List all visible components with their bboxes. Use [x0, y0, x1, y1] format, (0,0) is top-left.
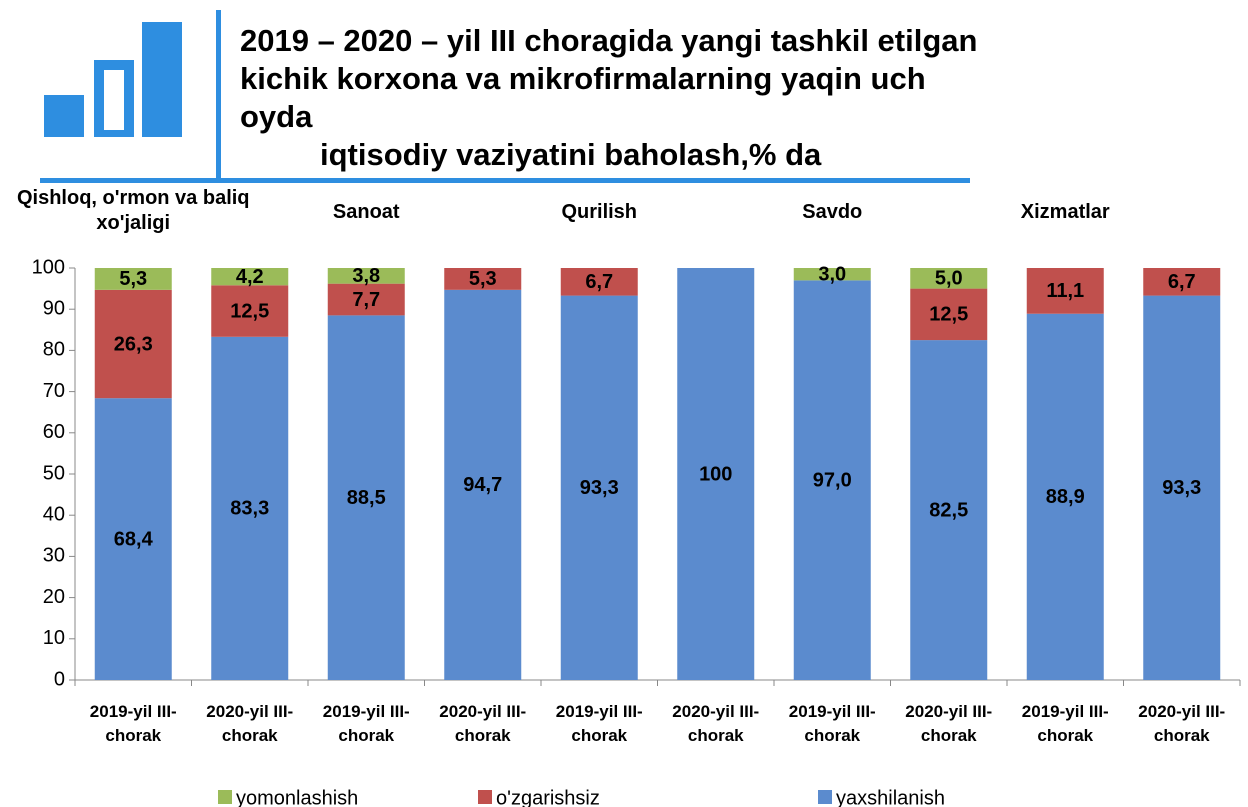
legend-swatch [478, 790, 492, 804]
data-label: 12,5 [230, 300, 269, 322]
y-tick-label: 100 [32, 256, 65, 278]
y-tick-label: 90 [43, 297, 65, 319]
group-label: Qishloq, o'rmon va baliq xo'jaligi [16, 187, 250, 234]
x-tick-label: 2019-yil III-chorak [89, 702, 177, 745]
group-label: Xizmatlar [1020, 201, 1110, 223]
data-label: 5,3 [119, 268, 147, 290]
bar-segment [1026, 268, 1104, 314]
x-tick-label: 2020-yil III-chorak [439, 702, 527, 745]
y-tick-label: 60 [43, 421, 65, 443]
bar-segment [1143, 295, 1221, 680]
data-label: 6,7 [1168, 271, 1196, 293]
y-tick-label: 50 [43, 462, 65, 484]
data-label: 11,1 [1046, 280, 1084, 302]
x-tick-label: 2020-yil III-chorak [206, 702, 294, 745]
x-tick-label: 2019-yil III-chorak [322, 702, 410, 745]
legend-label: yomonlashish [236, 787, 358, 807]
bar-segment [444, 289, 522, 680]
data-label: 7,7 [352, 289, 380, 311]
data-label: 100 [699, 463, 732, 485]
group-label: Sanoat [332, 201, 400, 223]
bar-segment [677, 268, 755, 680]
bar-segment [1026, 313, 1104, 680]
x-tick-label: 2019-yil III-chorak [555, 702, 643, 745]
y-tick-label: 0 [54, 668, 65, 690]
group-label: Savdo [802, 201, 863, 223]
legend-label: o'zgarishsiz [496, 787, 600, 807]
bar-segment [211, 268, 289, 286]
data-label: 6,7 [585, 271, 613, 293]
bar-segment [444, 268, 522, 290]
data-label: 97,0 [813, 469, 852, 491]
data-label: 5,0 [935, 268, 963, 290]
data-label: 26,3 [114, 333, 153, 355]
bar-segment [94, 289, 172, 399]
group-label: Qurilish [561, 201, 638, 223]
data-label: 68,4 [114, 528, 154, 550]
y-tick-label: 30 [43, 545, 65, 567]
data-label: 83,3 [230, 498, 269, 520]
bar-segment [327, 268, 405, 284]
icon-bar-inner [104, 70, 124, 130]
title-line: 2019 – 2020 – yil III choragida yangi ta… [240, 23, 978, 58]
y-tick-label: 10 [43, 627, 65, 649]
divider [216, 10, 221, 182]
legend-swatch [218, 790, 232, 804]
legend-label: yaxshilanish [836, 787, 945, 807]
bar-segment [1143, 268, 1221, 296]
x-tick-label: 2019-yil III-chorak [1021, 702, 1109, 745]
x-tick-label: 2020-yil III-chorak [672, 702, 760, 745]
divider [40, 178, 970, 183]
chart-title: 2019 – 2020 – yil III choragida yangi ta… [240, 22, 1000, 174]
data-label: 94,7 [463, 474, 502, 496]
data-label: 4,2 [236, 266, 264, 288]
bar-segment [793, 268, 871, 281]
data-label: 12,5 [929, 304, 968, 326]
bar-segment [910, 340, 988, 680]
bar-segment [327, 315, 405, 680]
icon-bar [142, 22, 182, 137]
bar-segment [560, 268, 638, 296]
data-label: 88,5 [347, 487, 386, 509]
data-label: 82,5 [929, 499, 968, 521]
y-tick-label: 80 [43, 339, 65, 361]
bar-segment [327, 283, 405, 316]
data-label: 93,3 [1162, 477, 1201, 499]
bar-segment [211, 336, 289, 680]
bar-segment [94, 398, 172, 680]
legend-swatch [818, 790, 832, 804]
bar-segment [560, 295, 638, 680]
data-label: 93,3 [580, 477, 619, 499]
title-line: iqtisodiy vaziyatini baholash,% da [320, 137, 822, 172]
x-tick-label: 2020-yil III-chorak [905, 702, 993, 745]
y-tick-label: 20 [43, 586, 65, 608]
y-tick-label: 70 [43, 380, 65, 402]
bar-segment [211, 285, 289, 337]
y-tick-label: 40 [43, 503, 65, 525]
bar-segment [94, 268, 172, 290]
x-tick-label: 2019-yil III-chorak [788, 702, 876, 745]
data-label: 88,9 [1046, 486, 1085, 508]
x-tick-label: 2020-yil III-chorak [1138, 702, 1226, 745]
icon-bar [44, 95, 84, 137]
data-label: 5,3 [469, 268, 497, 290]
bar-segment [910, 268, 988, 289]
bar-segment [793, 280, 871, 680]
title-line: kichik korxona va mikrofirmalarning yaqi… [240, 61, 926, 134]
bar-segment [910, 288, 988, 341]
data-label: 3,8 [352, 265, 380, 287]
data-label: 3,0 [818, 263, 846, 285]
